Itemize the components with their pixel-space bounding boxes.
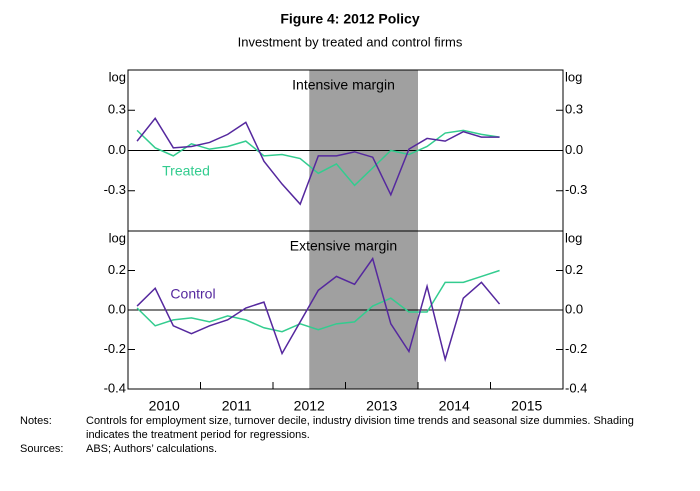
y-tick-label: 0.0: [108, 142, 126, 157]
y-tick-label-right: -0.4: [565, 380, 587, 395]
sources-label: Sources:: [20, 443, 64, 455]
x-tick-label: 2012: [294, 398, 325, 414]
y-tick-label-right: 0.2: [565, 262, 583, 277]
figure-subtitle: Investment by treated and control firms: [238, 34, 463, 49]
y-tick-label: -0.3: [104, 182, 126, 197]
series-label: Treated: [162, 163, 210, 179]
chart: Figure 4: 2012 Policy Investment by trea…: [104, 11, 588, 414]
series-line: [136, 116, 500, 206]
y-tick-label: 0.0: [108, 301, 126, 316]
x-tick-label: 2010: [149, 398, 180, 414]
notes-text: Controls for employment size, turnover d…: [86, 415, 634, 441]
series-label: Control: [170, 286, 215, 302]
panel-frame: [127, 230, 564, 390]
y-tick-label-right: 0.0: [565, 301, 583, 316]
y-tick-label-right: -0.3: [565, 182, 587, 197]
notes: Notes: Controls for employment size, turn…: [0, 414, 700, 456]
y-tick-label: -0.4: [104, 380, 126, 395]
x-tick-label: 2013: [366, 398, 397, 414]
y-tick-label: -0.2: [104, 341, 126, 356]
sources-text: ABS; Authors’ calculations.: [86, 443, 218, 455]
series-line: [136, 269, 500, 333]
y-axis-label-right: log: [565, 69, 582, 84]
x-tick-label: 2011: [222, 398, 252, 414]
series-line: [136, 256, 501, 363]
notes-label: Notes:: [20, 415, 52, 427]
y-axis-label-right: log: [565, 230, 582, 245]
y-tick-label-right: 0.3: [565, 102, 583, 117]
x-tick-label: 2014: [439, 398, 470, 414]
y-tick-label: 0.2: [108, 262, 126, 277]
panel-title: Intensive margin: [292, 77, 395, 93]
y-tick-label-right: -0.2: [565, 341, 587, 356]
panel-title: Extensive margin: [290, 238, 397, 254]
y-axis-label: log: [109, 69, 126, 84]
figure-title: Figure 4: 2012 Policy: [280, 11, 419, 27]
x-tick-label: 2015: [511, 398, 542, 414]
y-tick-label-right: 0.0: [565, 142, 583, 157]
y-tick-label: 0.3: [108, 102, 126, 117]
y-axis-label: log: [109, 230, 126, 245]
